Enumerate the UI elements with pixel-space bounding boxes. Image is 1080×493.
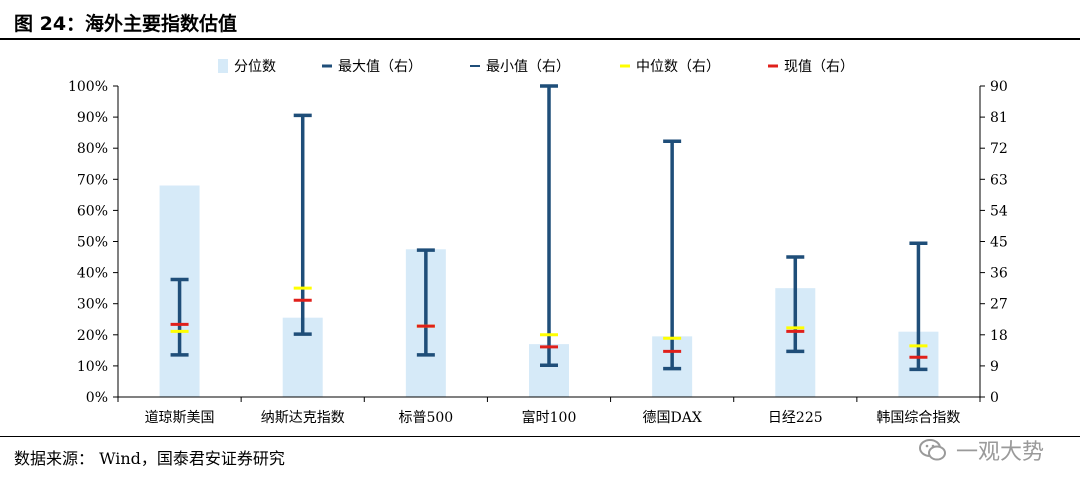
category-label-3: 富时100 [522, 409, 577, 426]
category-label-1: 纳斯达克指数 [261, 410, 345, 426]
right-tick-label-6: 54 [990, 203, 1008, 219]
chart-labels: 0% 10% 20% 30% 40% 50% 60% 70% 80% 90% 100% 0 9 18 27 3… [68, 79, 1008, 426]
left-tick-label-3: 30% [77, 297, 108, 313]
right-tick-label-3: 27 [990, 297, 1008, 313]
valuation-chart: 分位数 最大值（右） 最小值（右） 中位数（右） 现值（右） 0% 10% 20% 30% 40… [68, 59, 1008, 426]
right-tick-label-0: 0 [990, 390, 999, 406]
right-tick-label-10: 90 [990, 79, 1008, 95]
left-tick-label-4: 40% [77, 266, 108, 282]
right-tick-label-8: 72 [990, 141, 1008, 157]
legend-label-3: 中位数（右） [636, 59, 720, 75]
left-tick-label-7: 70% [77, 172, 108, 188]
figure-title: 图 24：海外主要指数估值 [14, 13, 238, 35]
right-tick-label-1: 9 [990, 359, 999, 375]
left-tick-label-5: 50% [77, 235, 108, 251]
source-note: 数据来源： Wind，国泰君安证券研究 [14, 449, 285, 468]
legend-label-1: 最大值（右） [338, 59, 422, 75]
bottom-rule [0, 436, 1080, 437]
left-tick-label-6: 60% [77, 203, 108, 219]
left-tick-label-9: 90% [77, 110, 108, 126]
right-tick-label-2: 18 [990, 328, 1008, 344]
left-tick-label-2: 20% [77, 328, 108, 344]
right-tick-label-9: 81 [990, 110, 1008, 126]
left-tick-label-10: 100% [68, 79, 108, 95]
chart-axes [113, 85, 985, 402]
left-tick-label-0: 0% [86, 390, 108, 406]
legend-swatch-0 [218, 59, 228, 73]
right-tick-label-4: 36 [990, 266, 1008, 282]
legend-label-4: 现值（右） [784, 59, 854, 75]
right-tick-label-5: 45 [990, 235, 1008, 251]
category-label-6: 韩国综合指数 [876, 410, 960, 426]
watermark-text: 一观大势 [955, 440, 1044, 465]
range-markers [170, 84, 928, 372]
left-tick-label-8: 80% [77, 141, 108, 157]
legend-label-2: 最小值（右） [486, 59, 570, 75]
category-label-0: 道琼斯美国 [145, 410, 215, 426]
category-label-2: 标普500 [398, 410, 453, 426]
category-label-5: 日经225 [768, 410, 823, 426]
category-label-4: 德国DAX [642, 410, 701, 426]
chart-legend: 分位数 最大值（右） 最小值（右） 中位数（右） 现值（右） [218, 59, 854, 75]
legend-label-0: 分位数 [234, 59, 276, 75]
right-tick-label-7: 63 [990, 172, 1008, 188]
wechat-icon [918, 439, 946, 461]
left-tick-label-1: 10% [77, 359, 108, 375]
title-rule [0, 38, 1080, 40]
watermark: 一观大势 [918, 434, 1044, 466]
